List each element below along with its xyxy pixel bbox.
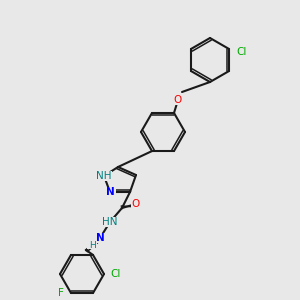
FancyBboxPatch shape bbox=[102, 217, 118, 227]
Text: N: N bbox=[96, 233, 104, 243]
FancyBboxPatch shape bbox=[109, 269, 123, 279]
FancyBboxPatch shape bbox=[96, 171, 112, 181]
Text: O: O bbox=[174, 95, 182, 105]
Text: H: H bbox=[88, 241, 95, 250]
FancyBboxPatch shape bbox=[173, 95, 183, 105]
Text: Cl: Cl bbox=[237, 47, 247, 57]
FancyBboxPatch shape bbox=[56, 288, 66, 298]
Text: F: F bbox=[58, 288, 64, 298]
Text: O: O bbox=[132, 199, 140, 209]
FancyBboxPatch shape bbox=[104, 187, 116, 197]
FancyBboxPatch shape bbox=[131, 199, 141, 209]
FancyBboxPatch shape bbox=[87, 239, 97, 249]
FancyBboxPatch shape bbox=[95, 233, 105, 243]
Text: N: N bbox=[106, 187, 114, 197]
Text: HN: HN bbox=[102, 217, 118, 227]
Text: Cl: Cl bbox=[111, 269, 121, 279]
FancyBboxPatch shape bbox=[235, 47, 249, 57]
Text: NH: NH bbox=[96, 171, 112, 181]
